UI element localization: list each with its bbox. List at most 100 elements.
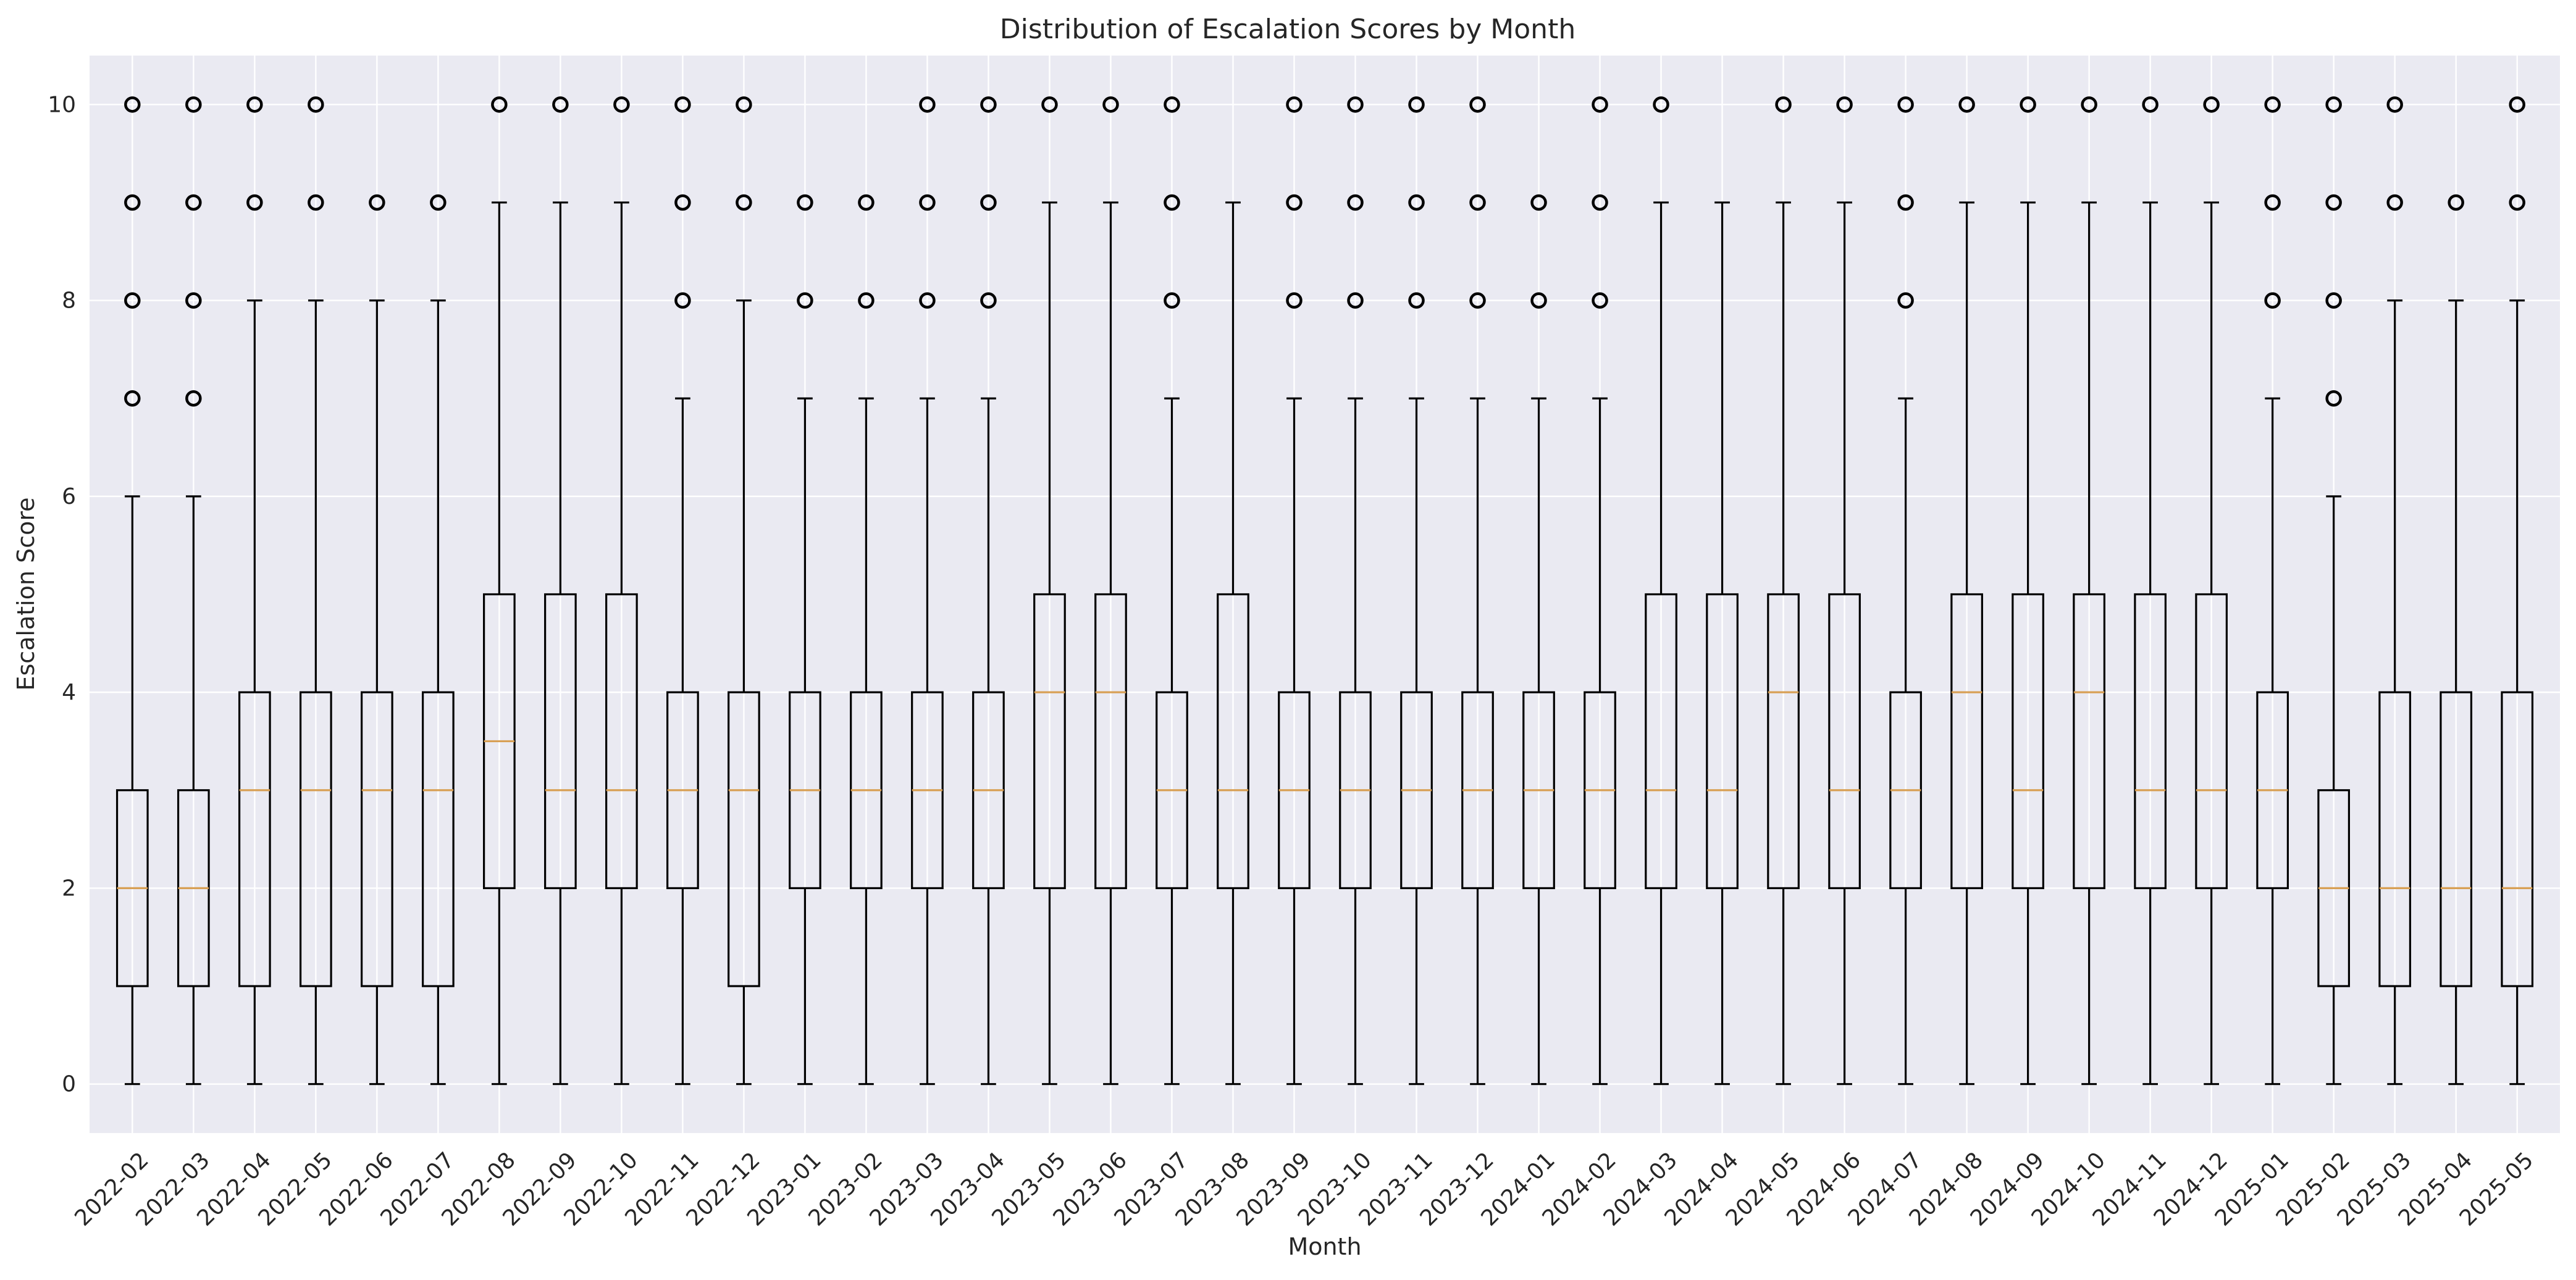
outlier-point bbox=[2264, 292, 2281, 309]
box-2023-06 bbox=[1094, 96, 1127, 1085]
outlier-point bbox=[919, 96, 936, 113]
outlier-point bbox=[2325, 194, 2342, 211]
y-tick-label: 10 bbox=[48, 92, 76, 117]
outlier-point bbox=[185, 390, 202, 407]
outlier-point bbox=[2264, 96, 2281, 113]
box-2024-05 bbox=[1767, 96, 1800, 1085]
outlier-point bbox=[1469, 96, 1486, 113]
outlier-point bbox=[674, 194, 691, 211]
outlier-point bbox=[1897, 292, 1914, 309]
outlier-point bbox=[1041, 96, 1058, 113]
outlier-point bbox=[2509, 96, 2525, 113]
iqr-box bbox=[422, 691, 455, 987]
box-2025-03 bbox=[2378, 96, 2412, 1085]
outlier-point bbox=[919, 292, 936, 309]
box-series bbox=[115, 96, 2534, 1085]
box-2023-05 bbox=[1033, 96, 1066, 1085]
outlier-point bbox=[1469, 194, 1486, 211]
iqr-box bbox=[1706, 593, 1739, 890]
outlier-point bbox=[1408, 194, 1425, 211]
iqr-box bbox=[2134, 593, 2167, 890]
y-axis-ticks: 0 2 4 6 8 10 bbox=[48, 92, 76, 1097]
outlier-point bbox=[308, 96, 324, 113]
outlier-point bbox=[369, 194, 385, 211]
box-2022-03 bbox=[177, 96, 210, 1085]
box-2024-06 bbox=[1828, 96, 1861, 1085]
box-2023-03 bbox=[911, 96, 944, 1085]
iqr-box bbox=[360, 691, 393, 987]
box-2024-11 bbox=[2134, 96, 2167, 1085]
iqr-box bbox=[1950, 593, 1983, 890]
outlier-point bbox=[1102, 96, 1119, 113]
outlier-point bbox=[1408, 292, 1425, 309]
iqr-box bbox=[2440, 691, 2473, 987]
outlier-point bbox=[1286, 292, 1303, 309]
iqr-box bbox=[2012, 593, 2044, 890]
box-2025-04 bbox=[2440, 194, 2473, 1085]
box-2022-06 bbox=[360, 194, 393, 1085]
box-2024-08 bbox=[1950, 96, 1983, 1085]
box-2023-02 bbox=[850, 194, 883, 1085]
outlier-point bbox=[1592, 96, 1608, 113]
outlier-point bbox=[1958, 96, 1975, 113]
outlier-point bbox=[430, 194, 447, 211]
outlier-point bbox=[1836, 96, 1853, 113]
x-axis-ticks: 2022-022022-032022-042022-052022-062022-… bbox=[70, 1147, 2538, 1231]
iqr-box bbox=[2378, 691, 2412, 987]
plot-area bbox=[90, 56, 2560, 1133]
iqr-box bbox=[1094, 593, 1127, 890]
box-2025-02 bbox=[2317, 96, 2351, 1085]
outlier-point bbox=[308, 194, 324, 211]
box-2023-08 bbox=[1217, 201, 1249, 1085]
outlier-point bbox=[797, 194, 813, 211]
outlier-point bbox=[124, 390, 141, 407]
box-2024-07 bbox=[1889, 96, 1922, 1085]
outlier-point bbox=[1469, 292, 1486, 309]
outlier-point bbox=[2325, 390, 2342, 407]
outlier-point bbox=[1408, 96, 1425, 113]
box-2024-03 bbox=[1645, 96, 1677, 1085]
box-2022-09 bbox=[544, 96, 577, 1085]
box-2023-09 bbox=[1278, 96, 1311, 1085]
outlier-point bbox=[2386, 194, 2403, 211]
box-2025-01 bbox=[2256, 96, 2289, 1085]
outlier-point bbox=[1592, 292, 1608, 309]
outlier-point bbox=[2081, 96, 2097, 113]
outlier-point bbox=[2203, 96, 2220, 113]
outlier-point bbox=[1897, 96, 1914, 113]
outlier-point bbox=[980, 292, 997, 309]
outlier-point bbox=[1347, 194, 1364, 211]
outlier-point bbox=[246, 194, 263, 211]
outlier-point bbox=[1775, 96, 1792, 113]
iqr-box bbox=[1645, 593, 1677, 890]
box-2023-01 bbox=[789, 194, 821, 1085]
iqr-box bbox=[1828, 593, 1861, 890]
box-2022-05 bbox=[299, 96, 332, 1085]
outlier-point bbox=[124, 194, 141, 211]
box-2022-07 bbox=[422, 194, 455, 1085]
outlier-point bbox=[736, 96, 752, 113]
iqr-box bbox=[605, 593, 638, 890]
outlier-point bbox=[2325, 96, 2342, 113]
outlier-point bbox=[124, 96, 141, 113]
chart-title: Distribution of Escalation Scores by Mon… bbox=[1000, 14, 1575, 45]
y-tick-label: 2 bbox=[62, 876, 76, 901]
box-2023-11 bbox=[1400, 96, 1433, 1085]
outlier-point bbox=[797, 292, 813, 309]
outlier-point bbox=[1592, 194, 1608, 211]
iqr-box bbox=[1217, 593, 1249, 890]
outlier-point bbox=[1164, 96, 1180, 113]
outlier-point bbox=[1530, 292, 1547, 309]
iqr-box bbox=[2195, 593, 2228, 890]
outlier-point bbox=[2386, 96, 2403, 113]
box-2022-11 bbox=[666, 96, 699, 1085]
outlier-point bbox=[919, 194, 936, 211]
outlier-point bbox=[124, 292, 141, 309]
outlier-point bbox=[674, 292, 691, 309]
iqr-box bbox=[544, 593, 577, 890]
outlier-point bbox=[2142, 96, 2159, 113]
outlier-point bbox=[2509, 194, 2525, 211]
outlier-point bbox=[1530, 194, 1547, 211]
box-2024-10 bbox=[2073, 96, 2105, 1085]
y-tick-label: 6 bbox=[62, 484, 76, 509]
